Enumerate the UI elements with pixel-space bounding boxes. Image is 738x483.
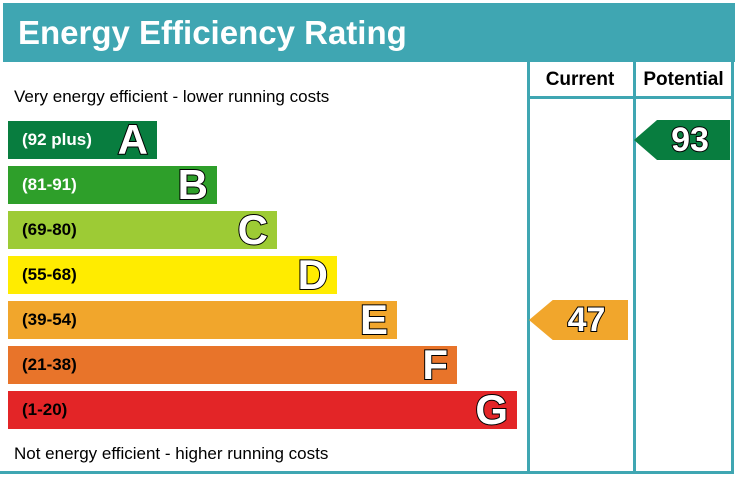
band-e-letter: E	[359, 296, 389, 343]
band-g-range-label: (1-20)	[22, 400, 68, 419]
band-f-range-label: (21-38)	[22, 355, 77, 374]
band-row-e: (39-54) E	[8, 296, 397, 343]
band-d-range-label: (55-68)	[22, 265, 77, 284]
band-row-f: (21-38) F	[8, 341, 457, 388]
band-f-letter: F	[421, 341, 449, 388]
potential-column-left-border	[633, 62, 636, 474]
current-column-left-border	[527, 62, 530, 474]
header-underline	[527, 96, 734, 99]
band-b-range-label: (81-91)	[22, 175, 77, 194]
band-row-d: (55-68) D	[8, 251, 337, 298]
current-column-header: Current	[545, 69, 615, 90]
chart-title-bar: Energy Efficiency Rating	[3, 3, 735, 62]
band-row-g: (1-20) G	[8, 386, 517, 433]
top-note: Very energy efficient - lower running co…	[14, 87, 330, 106]
band-row-b: (81-91) B	[8, 161, 217, 208]
band-d-letter: D	[297, 251, 329, 298]
band-row-c: (69-80) C	[8, 206, 277, 253]
chart-title: Energy Efficiency Rating	[18, 13, 407, 51]
table-right-border	[731, 62, 734, 474]
current-rating-arrow: 47	[529, 300, 628, 340]
current-rating-value: 47	[567, 300, 607, 340]
band-a-letter: A	[117, 116, 149, 163]
table-bottom-border	[0, 471, 734, 474]
potential-column-header: Potential	[643, 69, 724, 90]
band-e-range-label: (39-54)	[22, 310, 77, 329]
band-row-a: (92 plus) A	[8, 116, 157, 163]
band-a-range-label: (92 plus)	[22, 130, 92, 149]
potential-rating-arrow: 93	[634, 120, 730, 160]
band-c-letter: C	[237, 206, 269, 253]
band-b-letter: B	[177, 161, 209, 208]
bottom-note: Not energy efficient - higher running co…	[14, 444, 329, 463]
band-c-range-label: (69-80)	[22, 220, 77, 239]
band-g-letter: G	[474, 386, 509, 433]
potential-rating-value: 93	[670, 120, 710, 160]
